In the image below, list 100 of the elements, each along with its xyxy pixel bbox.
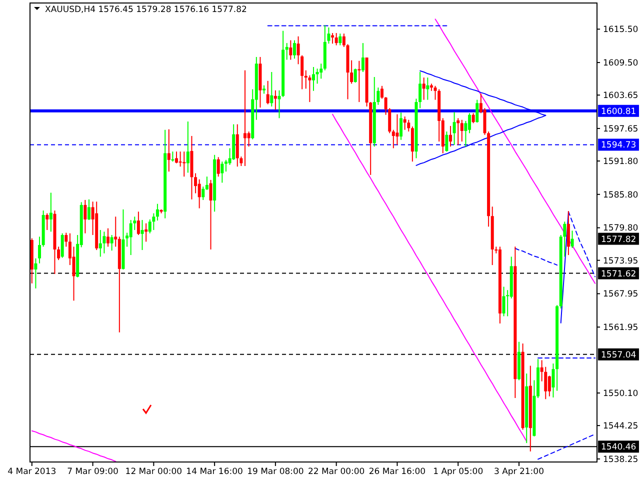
candlestick [270,71,274,107]
candlestick [289,40,292,60]
candlestick [57,246,60,261]
candlestick [156,203,159,222]
candlestick [418,71,422,109]
candlestick [460,119,464,142]
candlestick [445,131,448,152]
candlestick [266,80,270,105]
candlestick [396,114,399,146]
candlestick [452,112,456,146]
line-series [434,18,596,284]
y-tick-label: 1591.80 [603,156,638,167]
y-tick-label: 1544.25 [603,422,638,432]
candlestick [358,60,361,103]
candlestick [98,229,102,258]
candlestick [152,212,156,230]
y-tick-label: 1567.95 [603,290,638,300]
candlestick [171,151,174,162]
line-series [332,114,528,442]
candlestick [87,198,90,220]
candlestick [312,66,315,92]
y-tick-label: 1585.80 [603,190,638,200]
y-tick-label: 1579.80 [603,224,638,234]
ref-line-label: 1594.73 [601,140,636,151]
candlestick [548,375,551,397]
candlestick [566,210,570,256]
candlestick [247,131,250,148]
ref-line-label: 1600.81 [601,106,636,117]
candlestick [84,199,87,234]
line-series [31,430,116,462]
candlestick [64,232,68,248]
candlestick [472,112,475,124]
x-tick-label: 4 Mar 2013 [8,467,56,477]
ref-line-label: 1540.46 [601,442,636,453]
x-tick-label: 22 Mar 00:00 [308,467,365,477]
candlestick [198,178,201,209]
candlestick [407,119,410,132]
candlestick [292,40,296,60]
candlestick [167,128,170,172]
y-tick-label: 1550.10 [603,388,638,399]
candlestick [380,85,384,100]
candlestick [224,159,228,172]
line-series [538,434,596,460]
chart-title: XAUUSD,H4 1576.45 1579.28 1576.16 1577.82 [45,5,247,15]
candlestick [552,363,555,398]
candlestick [182,151,186,178]
candlestick [570,230,574,249]
y-tick-label: 1573.95 [603,256,638,266]
candlestick [186,121,190,174]
candlestick [350,60,354,84]
text: 1577.82 [601,234,636,245]
candlestick [34,258,38,289]
x-tick-label: 3 Apr 21:00 [494,467,544,477]
y-tick-label: 1609.50 [603,58,638,69]
x-tick-label: 1 Apr 05:00 [433,467,484,477]
candlestick [274,90,277,110]
candlestick [403,116,406,130]
candlestick [448,125,452,148]
x-tick-label: 26 Mar 16:00 [368,467,426,477]
candlestick [400,112,403,140]
candlestick [334,32,338,46]
candlestick [60,232,64,258]
y-tick-label: 1561.95 [603,323,638,334]
candlestick [308,74,312,103]
candlestick [468,112,472,134]
ref-line-label: 1557.04 [601,350,636,360]
candlestick [136,211,140,236]
candlestick [106,228,110,248]
line-series [514,248,558,266]
y-tick-label: 1603.65 [603,91,638,102]
candlestick [216,156,220,178]
x-tick-label: 12 Mar 00:00 [125,467,182,477]
candlestick [209,179,212,250]
y-tick-label: 1615.50 [603,25,638,36]
candlestick [476,99,479,124]
candlestick [202,186,205,200]
x-tick-label: 14 Mar 16:00 [186,467,243,477]
candlestick [338,33,342,46]
candlestick [244,70,247,167]
candlestick [320,63,323,80]
candlestick [236,124,239,168]
candlestick [46,212,49,230]
ref-line-label: 1571.62 [601,269,636,280]
candlestick [140,219,144,251]
candlestick [354,68,357,84]
candlestick [49,192,52,232]
candlestick [285,42,288,60]
x-tick-label: 19 Mar 08:00 [247,467,304,477]
x-tick-label: 7 Mar 09:00 [67,467,118,477]
candlestick [422,77,426,100]
candlestick [175,151,178,164]
candlestick [220,161,224,184]
candlestick [502,286,506,317]
candlestick [361,42,364,72]
candlestick [456,118,460,146]
candlestick [194,172,198,194]
y-tick-label: 1597.65 [603,124,638,134]
candlestick [38,236,42,264]
y-tick-label: 1538.25 [603,454,638,465]
candlestick [410,126,414,162]
